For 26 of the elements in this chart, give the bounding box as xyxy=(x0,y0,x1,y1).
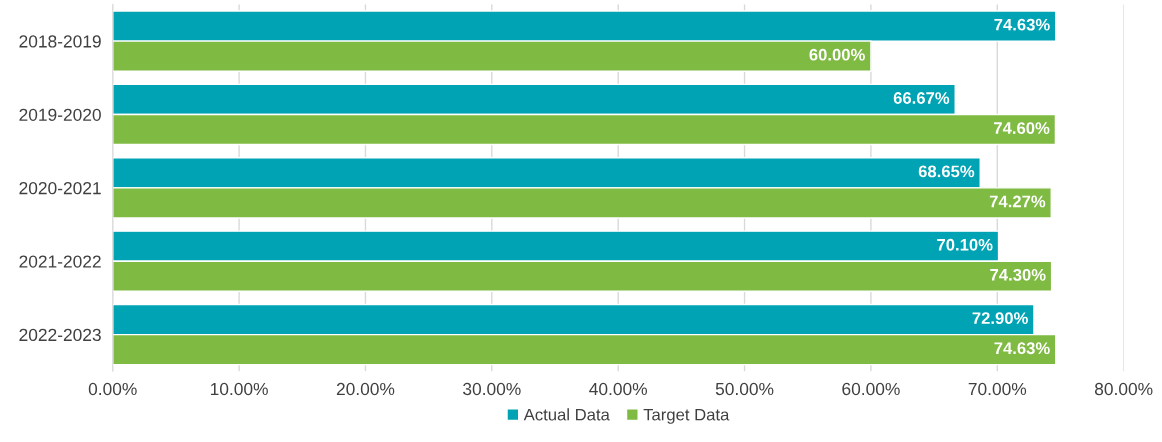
x-tick-label: 40.00% xyxy=(589,382,648,396)
x-tick-label: 70.00% xyxy=(968,382,1027,396)
x-tick-label: 20.00% xyxy=(336,382,395,396)
data-label: 74.63% xyxy=(994,18,1050,31)
data-label: 74.63% xyxy=(994,342,1050,355)
data-label: 74.27% xyxy=(989,195,1046,208)
x-tick-label: 80.00% xyxy=(1094,382,1153,396)
y-tick-label: 2021-2022 xyxy=(19,255,101,268)
y-tick-label: 2019-2020 xyxy=(19,108,101,121)
x-tick-label: 60.00% xyxy=(842,382,900,396)
data-label: 74.60% xyxy=(994,122,1050,134)
y-tick-label: 2022-2023 xyxy=(19,328,101,342)
data-label: 68.65% xyxy=(918,165,975,178)
x-tick-label: 50.00% xyxy=(715,382,774,396)
data-label: 66.67% xyxy=(893,92,950,104)
data-label: 72.90% xyxy=(972,312,1028,325)
y-tick-label: 2020-2021 xyxy=(19,182,101,195)
y-tick-label: 2018-2019 xyxy=(19,35,101,48)
data-label: 74.30% xyxy=(990,268,1046,281)
x-tick-label: 10.00% xyxy=(210,382,268,396)
legend-label: Target Data xyxy=(643,408,730,424)
data-label: 70.10% xyxy=(937,238,993,251)
x-tick-label: 0.00% xyxy=(88,382,137,396)
data-label: 60.00% xyxy=(809,48,865,61)
x-tick-label: 30.00% xyxy=(463,382,521,396)
legend-label: Actual Data xyxy=(523,408,610,421)
